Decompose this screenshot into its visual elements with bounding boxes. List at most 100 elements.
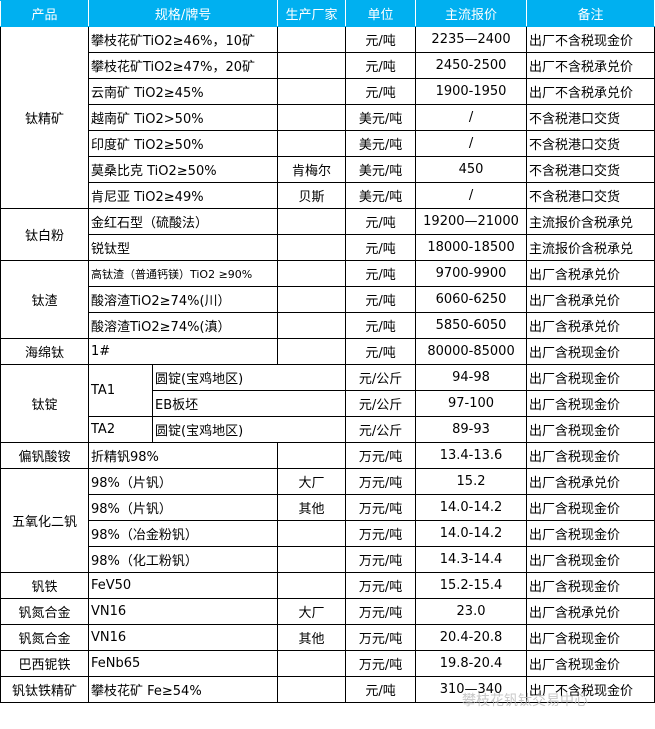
table-row: 印度矿 TiO2≥50% 美元/吨 / 不含税港口交货 — [1, 130, 655, 157]
maker-cell — [277, 676, 347, 703]
table-row: 云南矿 TiO2≥45% 元/吨 1900-1950 出厂不含税承兑价 — [1, 78, 655, 105]
unit-cell: 万元/吨 — [345, 650, 417, 677]
price-cell: 94-98 — [415, 364, 528, 391]
unit-cell: 元/吨 — [345, 208, 417, 235]
header-price: 主流报价 — [415, 0, 528, 27]
table-row: 酸溶渣TiO2≥74%(滇） 元/吨 5850-6050 出厂含税承兑价 — [1, 312, 655, 339]
header-unit: 单位 — [345, 0, 417, 27]
maker-cell — [277, 52, 347, 79]
spec-cell: 98%（化工粉钒） — [87, 546, 279, 573]
product-cell: 钛精矿 — [0, 26, 89, 209]
product-cell: 偏钒酸铵 — [0, 442, 89, 469]
note-cell: 出厂含税现金价 — [526, 572, 655, 599]
spec-cell: 酸溶渣TiO2≥74%(滇） — [87, 312, 279, 339]
maker-cell — [277, 208, 347, 235]
unit-cell: 元/吨 — [345, 312, 417, 339]
header-maker: 生产厂家 — [277, 0, 347, 27]
note-cell: 出厂含税现金价 — [526, 364, 655, 391]
maker-cell — [277, 26, 347, 53]
maker-cell: 其他 — [277, 624, 347, 651]
product-cell: 五氧化二钒 — [0, 468, 89, 573]
unit-cell: 美元/吨 — [345, 156, 417, 183]
maker-cell: 肯梅尔 — [277, 156, 347, 183]
table-row: 偏钒酸铵 折精钒98% 万元/吨 13.4-13.6 出厂含税现金价 — [0, 442, 655, 469]
price-cell: / — [415, 130, 528, 157]
spec-cell: 肯尼亚 TiO2≥49% — [87, 182, 279, 209]
maker-cell — [277, 312, 347, 339]
grade-cell: TA1 — [88, 364, 153, 417]
product-cell: 钒氮合金 — [0, 624, 89, 651]
unit-cell: 元/吨 — [345, 78, 417, 105]
maker-cell — [277, 234, 347, 261]
note-cell: 出厂含税现金价 — [526, 442, 655, 469]
spec-cell: 折精钒98% — [87, 442, 279, 469]
price-cell: / — [415, 104, 528, 131]
price-cell: 80000-85000 — [415, 338, 528, 365]
table-row: 莫桑比克 TiO2≥50% 肯梅尔 美元/吨 450 不含税港口交货 — [1, 156, 655, 183]
table-row: TA2 圆锭(宝鸡地区) 元/公斤 89-93 出厂含税现金价 — [1, 416, 655, 443]
price-cell: 13.4-13.6 — [415, 442, 528, 469]
note-cell: 出厂不含税现金价 — [526, 26, 655, 53]
price-cell: 9700-9900 — [415, 260, 528, 287]
product-cell: 钒钛铁精矿 — [0, 676, 89, 703]
maker-cell: 大厂 — [277, 598, 347, 625]
note-cell: 出厂含税承兑价 — [526, 260, 655, 287]
table-row: 钛白粉 金红石型（硫酸法） 元/吨 19200—21000 主流报价含税承兑 — [0, 208, 655, 261]
table-row: 钒铁 FeV50 万元/吨 15.2-15.4 出厂含税现金价 — [0, 572, 655, 599]
note-cell: 出厂含税现金价 — [526, 390, 655, 417]
table-row: 98%（片钒） 其他 万元/吨 14.0-14.2 出厂含税现金价 — [1, 494, 655, 521]
note-cell: 出厂含税现金价 — [526, 624, 655, 651]
unit-cell: 元/吨 — [345, 234, 417, 261]
maker-cell — [277, 442, 347, 469]
price-cell: 19200—21000 — [415, 208, 528, 235]
maker-cell — [277, 286, 347, 313]
header-spec: 规格/牌号 — [87, 0, 279, 27]
product-cell: 巴西铌铁 — [0, 650, 89, 677]
price-table: 产品 规格/牌号 生产厂家 单位 主流报价 备注 钛精矿 攀枝花矿TiO2≥46%… — [0, 0, 655, 703]
price-cell: 6060-6250 — [415, 286, 528, 313]
spec-cell: FeNb65 — [87, 650, 279, 677]
price-cell: 23.0 — [415, 598, 528, 625]
unit-cell: 元/吨 — [345, 26, 417, 53]
price-cell: 15.2 — [415, 468, 528, 495]
price-cell: 15.2-15.4 — [415, 572, 528, 599]
table-row: EB板坯 元/公斤 97-100 出厂含税现金价 — [1, 390, 655, 417]
note-cell: 出厂含税现金价 — [526, 416, 655, 443]
spec-cell: VN16 — [87, 624, 279, 651]
spec-cell: FeV50 — [87, 572, 279, 599]
price-cell: 20.4-20.8 — [415, 624, 528, 651]
maker-cell — [277, 130, 347, 157]
unit-cell: 万元/吨 — [345, 546, 417, 573]
unit-cell: 万元/吨 — [345, 520, 417, 547]
unit-cell: 美元/吨 — [345, 182, 417, 209]
product-cell: 钛白粉 — [0, 208, 89, 261]
table-row: 酸溶渣TiO2≥74%(川） 元/吨 6060-6250 出厂含税承兑价 — [1, 286, 655, 313]
note-cell: 出厂含税承兑价 — [526, 468, 655, 495]
note-cell: 不含税港口交货 — [526, 156, 655, 183]
spec-cell: 印度矿 TiO2≥50% — [87, 130, 279, 157]
spec-cell: EB板坯 — [151, 390, 347, 417]
table-row: 98%（化工粉钒） 万元/吨 14.3-14.4 出厂含税现金价 — [1, 546, 655, 573]
grade-cell: TA2 — [88, 416, 153, 443]
table-row: 98%（冶金粉钒） 万元/吨 14.0-14.2 出厂含税现金价 — [1, 520, 655, 547]
maker-cell — [277, 78, 347, 105]
note-cell: 不含税港口交货 — [526, 182, 655, 209]
header-note: 备注 — [526, 0, 655, 27]
note-cell: 出厂含税现金价 — [526, 338, 655, 365]
note-cell: 不含税港口交货 — [526, 130, 655, 157]
table-row: 钛渣 高钛渣（普通钙镁）TiO2 ≥90% 元/吨 9700-9900 出厂含税承兑价 — [0, 260, 655, 339]
table-row: 锐钛型 元/吨 18000-18500 主流报价含税承兑 — [1, 234, 655, 261]
spec-cell: 圆锭(宝鸡地区) — [151, 416, 347, 443]
price-cell: / — [415, 182, 528, 209]
spec-cell: 高钛渣（普通钙镁）TiO2 ≥90% — [87, 260, 279, 287]
table-row: 钛精矿 攀枝花矿TiO2≥46%，10矿 元/吨 2235—2400 出厂不含税现金价 — [0, 26, 655, 209]
spec-cell: 攀枝花矿TiO2≥46%，10矿 — [87, 26, 279, 53]
note-cell: 出厂含税现金价 — [526, 494, 655, 521]
note-cell: 主流报价含税承兑 — [526, 208, 655, 235]
header-row: 产品 规格/牌号 生产厂家 单位 主流报价 备注 — [0, 0, 655, 27]
table-row: 钒氮合金 VN16 其他 万元/吨 20.4-20.8 出厂含税现金价 — [0, 624, 655, 651]
product-cell: 钛渣 — [0, 260, 89, 339]
spec-cell: 云南矿 TiO2≥45% — [87, 78, 279, 105]
unit-cell: 元/吨 — [345, 286, 417, 313]
maker-cell: 贝斯 — [277, 182, 347, 209]
